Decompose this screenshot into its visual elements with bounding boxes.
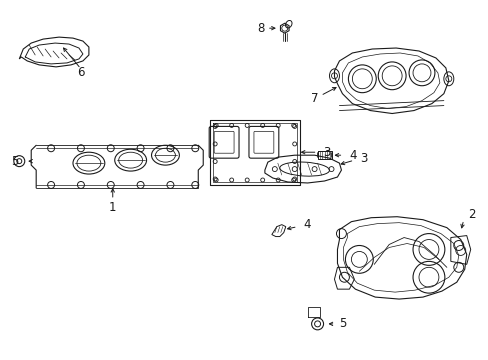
Text: 4: 4	[303, 218, 310, 231]
Text: 2: 2	[467, 208, 474, 221]
Text: 7: 7	[310, 92, 318, 105]
Text: 5: 5	[12, 155, 19, 168]
Text: 3: 3	[323, 146, 330, 159]
Text: 6: 6	[77, 66, 84, 79]
Text: 3: 3	[360, 152, 367, 165]
Text: 5: 5	[339, 318, 346, 330]
Text: 1: 1	[109, 201, 116, 214]
Text: 4: 4	[349, 149, 356, 162]
Text: 8: 8	[257, 22, 264, 35]
